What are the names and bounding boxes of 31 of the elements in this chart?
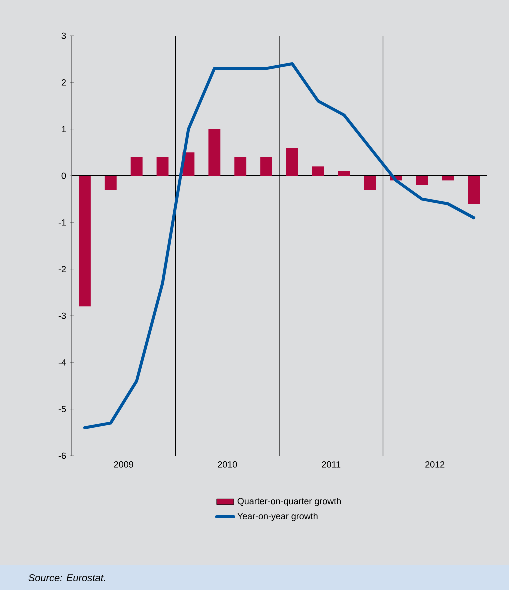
bar bbox=[338, 171, 350, 176]
bar bbox=[79, 176, 91, 307]
y-tick-label: -3 bbox=[58, 312, 66, 320]
y-tick-label: 0 bbox=[62, 172, 66, 180]
bar bbox=[156, 157, 169, 176]
bar bbox=[416, 176, 428, 186]
bar bbox=[104, 176, 117, 190]
bar bbox=[234, 157, 247, 176]
bar bbox=[260, 157, 272, 176]
y-tick-label: -5 bbox=[58, 406, 66, 412]
x-tick-label: 2010 bbox=[218, 462, 238, 468]
legend-label: Quarter-on-quarter growth bbox=[238, 498, 341, 506]
bar bbox=[208, 129, 221, 176]
bar bbox=[468, 176, 480, 204]
y-tick-label: 1 bbox=[62, 126, 66, 132]
bar bbox=[286, 148, 298, 176]
y-tick-label: -2 bbox=[58, 266, 66, 272]
bar bbox=[364, 176, 376, 190]
x-tick-label: 2012 bbox=[426, 462, 445, 468]
legend-label: Year-on-year growth bbox=[238, 512, 318, 522]
bar bbox=[312, 166, 324, 176]
x-tick-label: 2009 bbox=[114, 462, 134, 468]
y-tick-label: -1 bbox=[58, 220, 66, 226]
y-tick-label: -6 bbox=[58, 452, 66, 460]
source-note: Source: Eurostat. bbox=[28, 574, 106, 582]
y-tick-label: 3 bbox=[62, 32, 66, 40]
y-tick-label: 2 bbox=[62, 80, 66, 86]
y-tick-label: -4 bbox=[58, 360, 66, 366]
bar bbox=[130, 157, 143, 176]
bar bbox=[442, 176, 454, 181]
x-tick-label: 2011 bbox=[322, 462, 341, 468]
